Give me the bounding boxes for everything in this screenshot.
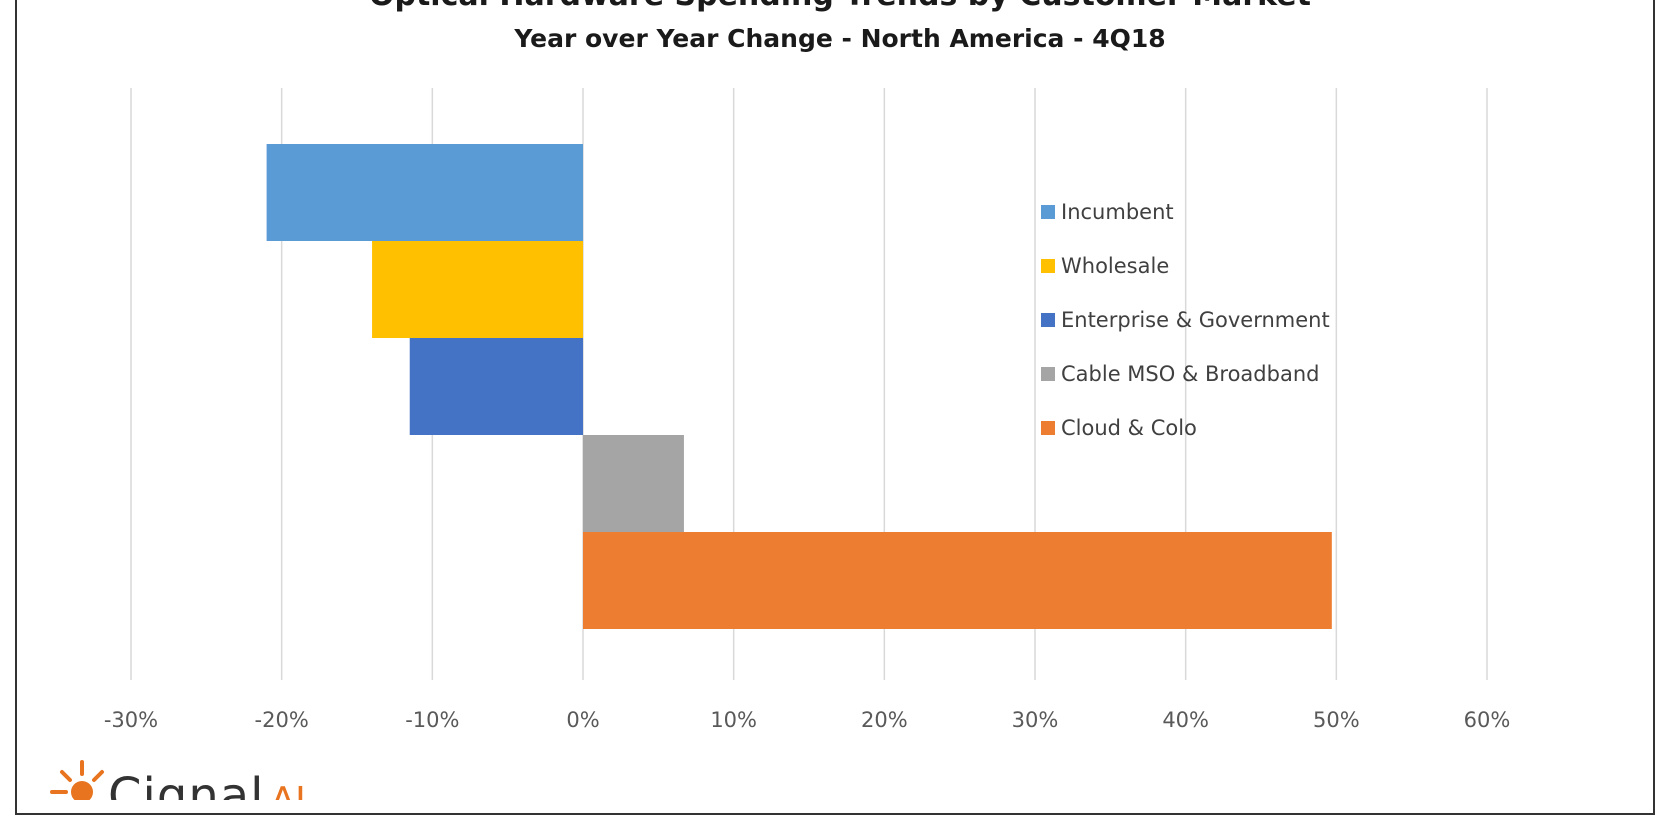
legend-swatch bbox=[1041, 205, 1055, 219]
legend-swatch bbox=[1041, 367, 1055, 381]
bars bbox=[266, 144, 1332, 629]
bar-incumbent bbox=[266, 144, 583, 241]
logo-suffix: AI bbox=[271, 780, 306, 800]
x-tick-label: 40% bbox=[1162, 708, 1209, 732]
legend-swatch bbox=[1041, 259, 1055, 273]
logo-text: Cignal bbox=[108, 768, 265, 800]
legend-swatch bbox=[1041, 313, 1055, 327]
legend-label: Cable MSO & Broadband bbox=[1061, 362, 1319, 386]
bar-wholesale bbox=[372, 241, 583, 338]
legend-label: Wholesale bbox=[1061, 254, 1169, 278]
bar-enterprise-government bbox=[409, 338, 583, 435]
x-tick-label: 20% bbox=[861, 708, 908, 732]
legend-label: Cloud & Colo bbox=[1061, 416, 1197, 440]
legend-swatch bbox=[1041, 421, 1055, 435]
x-tick-label: -20% bbox=[255, 708, 309, 732]
legend: Incumbent Wholesale Enterprise & Governmen… bbox=[1041, 200, 1330, 440]
bar-cable-mso-broadband bbox=[583, 435, 684, 532]
x-tick-label: -30% bbox=[104, 708, 158, 732]
x-tick-label: 10% bbox=[710, 708, 757, 732]
legend-label: Incumbent bbox=[1061, 200, 1174, 224]
chart-subtitle: Year over Year Change - North America - … bbox=[514, 24, 1166, 53]
x-tick-label: 60% bbox=[1464, 708, 1511, 732]
x-tick-label: 30% bbox=[1012, 708, 1059, 732]
x-tick-label: 50% bbox=[1313, 708, 1360, 732]
x-tick-label: 0% bbox=[566, 708, 599, 732]
cignal-ai-logo: Cignal AI bbox=[48, 752, 306, 800]
x-axis-ticks: -30% -20% -10% 0% 10% 20% 30% 40% 50% 60% bbox=[104, 708, 1510, 732]
chart-title: Optical Hardware Spending Trends by Cust… bbox=[0, 0, 1680, 13]
bar-cloud-colo bbox=[583, 532, 1332, 629]
x-tick-label: -10% bbox=[405, 708, 459, 732]
legend-label: Enterprise & Government bbox=[1061, 308, 1330, 332]
chart-frame bbox=[15, 0, 1655, 815]
sunburst-logo-icon bbox=[50, 760, 104, 800]
